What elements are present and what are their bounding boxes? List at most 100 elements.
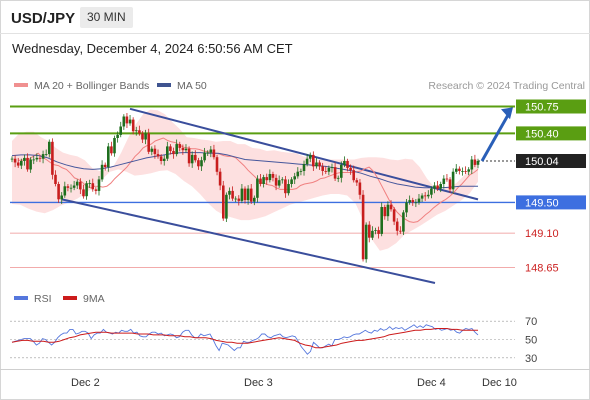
candle-body [85,183,88,197]
chart-header: USD/JPY 30 MIN [0,0,590,34]
timeframe-badge[interactable]: 30 MIN [80,7,133,28]
x-tick-dec2: Dec 2 [71,377,100,389]
candle-body [277,180,281,186]
candle-body [380,207,383,234]
candle-body [296,171,300,177]
9ma-swatch [63,296,77,301]
level-label-bg-150.04 [516,154,586,168]
legend-ma50: MA 50 [157,80,207,92]
ma50-line [11,152,478,189]
candle-body [368,224,371,238]
candle-body [467,169,470,172]
forecast-arrow-shaft [480,112,511,162]
candle-body [107,146,110,168]
candle-body [439,184,442,189]
x-tick-dec10: Dec 10 [482,377,517,389]
price-chart: 150.75 150.40 150.04 149.50 149.10 148.65 [10,99,586,284]
candle-body [346,161,349,168]
legend-rsi-label: RSI [34,293,52,305]
candle-body [100,164,104,180]
candle-body [94,189,98,191]
candle-body [411,200,415,203]
candle-body [458,168,461,171]
candle-body [386,204,390,217]
candle-body [228,190,231,195]
ma20-swatch [14,83,28,88]
level-label-150.04: 150.04 [525,156,559,168]
level-label-bg-150.75 [516,99,586,114]
candle-body [246,188,250,201]
candle-body [268,174,272,181]
candle-body [284,179,287,194]
candle-body [240,188,244,201]
legend-ma50-label: MA 50 [177,80,207,92]
candle-body [23,157,26,161]
candle-body [265,177,268,181]
x-tick-dec4: Dec 4 [417,377,446,389]
x-tick-dec3: Dec 3 [244,377,273,389]
candle-body [69,187,73,189]
rsi-tick-70: 70 [525,316,537,328]
candle-body [60,195,63,200]
candle-body [399,230,402,232]
candle-body [243,188,247,201]
candle-body [352,170,355,181]
candle-body [44,154,48,155]
candle-body [249,188,253,202]
candle-body [16,162,20,166]
candle-body [215,157,219,172]
candle-body [262,177,265,184]
level-label-bg-149.50 [516,195,586,210]
candle-body [364,224,368,260]
candle-body [451,171,455,190]
candle-body [26,157,29,170]
candle-body [218,171,222,186]
candle-body [392,209,396,222]
channel-lower-line [61,198,436,284]
candle-body [91,183,95,190]
rsi-9ma-line [11,328,478,349]
candle-body [166,146,169,159]
candle-body [377,230,380,234]
candle-body [414,202,418,204]
rsi-line [11,324,479,355]
candle-body [110,146,113,154]
level-label-149.10: 149.10 [525,228,559,240]
candle-body [330,167,334,168]
level-label-150.75: 150.75 [525,102,559,114]
candle-body [20,161,23,166]
candle-body [32,159,35,161]
candle-body [57,184,60,200]
candle-body [209,149,213,153]
candle-body [153,148,157,155]
candle-body [361,194,365,260]
candle-body [75,181,79,186]
candle-body [461,171,464,172]
candle-body [103,164,107,168]
candle-body [259,178,262,184]
candle-body [256,178,259,198]
candle-body [119,126,122,135]
candle-body [38,157,42,159]
candle-body [141,133,144,140]
candle-body [299,171,303,172]
candle-body [293,176,296,180]
candle-body [237,198,241,201]
candle-body [184,148,188,151]
legend-9ma: 9MA [63,293,105,305]
candle-body [395,221,399,231]
candle-body [336,177,340,179]
rsi-swatch [14,296,28,301]
candle-body [340,164,343,178]
candle-body [464,171,467,172]
candle-body [473,159,477,165]
candle-body [476,161,480,165]
candle-body [187,148,191,164]
candle-body [138,130,141,134]
candle-body [162,158,166,161]
candle-body [430,188,433,195]
candle-body [253,197,256,202]
candle-body [10,158,14,160]
candle-body [315,162,318,167]
candle-body [116,134,119,138]
